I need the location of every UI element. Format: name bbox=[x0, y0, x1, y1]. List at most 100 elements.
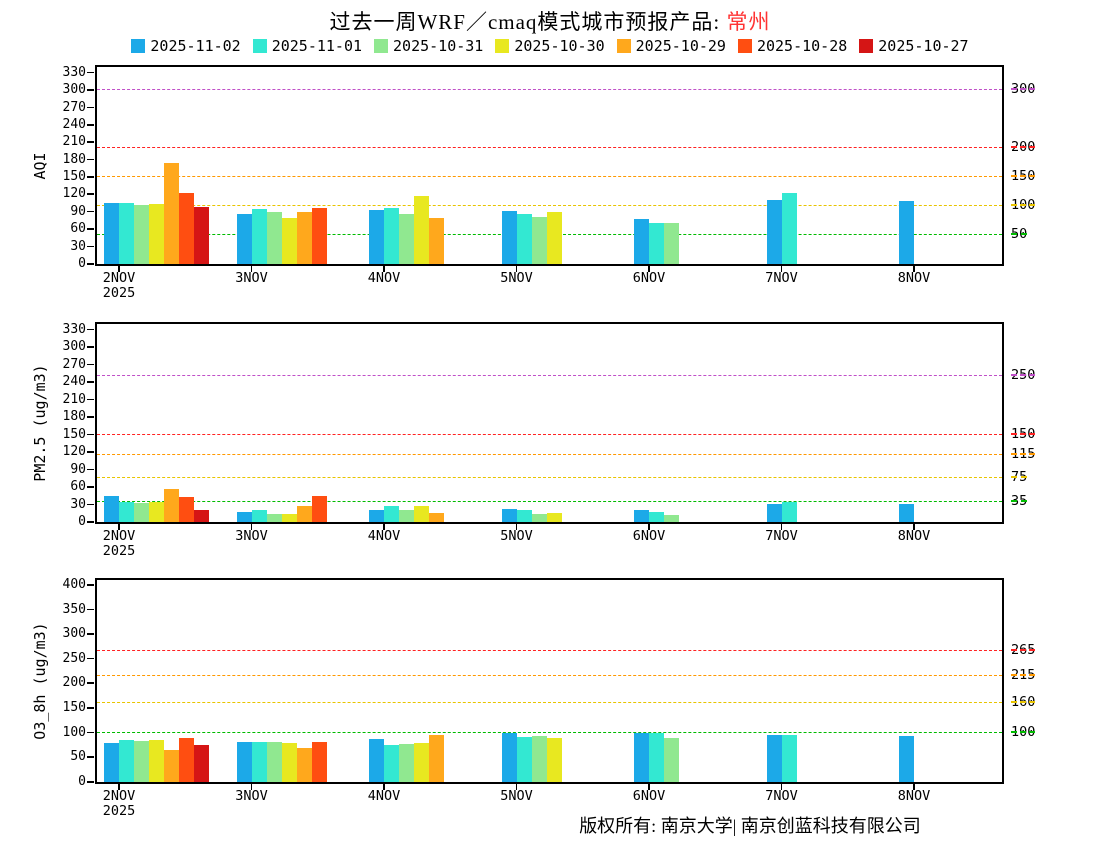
y-tick-mark bbox=[87, 89, 94, 91]
x-tick-label: 3NOV bbox=[235, 270, 268, 286]
legend-item: 2025-10-31 bbox=[374, 37, 483, 55]
bar bbox=[164, 750, 179, 782]
bar bbox=[664, 738, 679, 782]
y-tick-label: 150 bbox=[62, 426, 86, 442]
bar bbox=[649, 512, 664, 522]
y-tick-label: 120 bbox=[62, 186, 86, 202]
bar bbox=[399, 510, 414, 522]
y-tick-label: 100 bbox=[62, 724, 86, 740]
y-tick-label: 150 bbox=[62, 169, 86, 185]
bar bbox=[164, 489, 179, 522]
y-tick-label: 350 bbox=[62, 601, 86, 617]
x-tick-mark bbox=[250, 524, 253, 530]
bar bbox=[281, 218, 297, 264]
bar bbox=[311, 742, 327, 782]
y-tick-label: 90 bbox=[70, 461, 86, 477]
y-tick-mark bbox=[87, 416, 94, 418]
y-tick-label: 180 bbox=[62, 151, 86, 167]
bar bbox=[134, 502, 149, 522]
page-title-text: 过去一周WRF／cmaq模式城市预报产品: bbox=[329, 10, 727, 34]
y-tick-mark bbox=[87, 486, 94, 488]
y-tick-mark bbox=[87, 71, 94, 74]
bar bbox=[251, 742, 267, 782]
bar bbox=[414, 195, 429, 264]
guideline bbox=[97, 702, 1002, 704]
x-year-label: 2025 bbox=[102, 285, 136, 301]
legend-item: 2025-10-27 bbox=[859, 37, 969, 55]
bar bbox=[429, 734, 444, 782]
y-tick-label: 90 bbox=[70, 203, 86, 219]
bar bbox=[649, 223, 664, 264]
y-tick-mark bbox=[87, 583, 94, 586]
y-tick-label: 30 bbox=[70, 496, 86, 512]
y-tick-mark bbox=[87, 158, 94, 161]
guideline-value-label: 100 bbox=[1011, 723, 1036, 740]
x-tick-label: 4NOV bbox=[367, 270, 401, 286]
bar bbox=[516, 214, 532, 264]
x-tick-label: 3NOV bbox=[235, 788, 268, 804]
bar bbox=[781, 502, 797, 522]
bar bbox=[251, 509, 267, 522]
y-tick-mark bbox=[87, 346, 94, 348]
legend-item: 2025-10-28 bbox=[737, 37, 847, 55]
y-tick-mark bbox=[87, 433, 94, 436]
y-tick-label: 210 bbox=[62, 391, 86, 407]
x-tick-mark bbox=[913, 524, 915, 530]
y-tick-mark bbox=[87, 657, 94, 660]
guideline-value-label: 35 bbox=[1011, 492, 1028, 509]
bar bbox=[399, 214, 414, 264]
legend-label: 2025-10-27 bbox=[878, 37, 969, 55]
x-tick-label: 2NOV bbox=[102, 788, 136, 804]
y-tick-mark bbox=[87, 210, 94, 213]
bar bbox=[194, 745, 209, 782]
bar bbox=[149, 204, 164, 264]
guideline bbox=[97, 147, 1002, 149]
bar bbox=[104, 495, 119, 522]
bar bbox=[236, 512, 252, 522]
y-tick-label: 240 bbox=[62, 374, 86, 390]
bar bbox=[766, 734, 782, 782]
guideline bbox=[97, 205, 1002, 207]
y-tick-mark bbox=[87, 176, 94, 178]
bar bbox=[149, 739, 164, 782]
y-tick-label: 50 bbox=[70, 749, 86, 765]
x-tick-mark bbox=[515, 784, 518, 790]
bar bbox=[781, 734, 797, 782]
x-tick-mark bbox=[648, 266, 650, 272]
bar bbox=[546, 211, 562, 264]
legend-label: 2025-10-29 bbox=[635, 37, 726, 55]
y-tick-label: 270 bbox=[62, 356, 86, 372]
bar bbox=[104, 202, 119, 264]
y-tick-mark bbox=[87, 521, 94, 523]
x-tick-mark bbox=[780, 784, 783, 790]
y-tick-mark bbox=[87, 731, 94, 734]
y-tick-label: 300 bbox=[62, 82, 86, 98]
x-tick-label: 7NOV bbox=[765, 788, 798, 804]
guideline-value-label: 150 bbox=[1011, 168, 1036, 185]
bar bbox=[266, 513, 282, 522]
x-tick-label: 4NOV bbox=[367, 788, 401, 804]
y-tick-label: 300 bbox=[62, 339, 86, 355]
bar bbox=[899, 735, 914, 782]
guideline-value-label: 300 bbox=[1011, 81, 1036, 98]
legend-label: 2025-10-30 bbox=[514, 37, 605, 55]
bar bbox=[164, 162, 179, 264]
bar bbox=[429, 217, 444, 264]
guideline-value-label: 75 bbox=[1011, 469, 1028, 486]
y-tick-mark bbox=[87, 608, 94, 611]
bar bbox=[414, 743, 429, 782]
guideline bbox=[97, 477, 1002, 479]
bar bbox=[664, 515, 679, 522]
bar bbox=[634, 510, 649, 522]
bar bbox=[179, 193, 194, 264]
legend-color-swatch bbox=[131, 39, 146, 53]
y-tick-label: 0 bbox=[78, 256, 86, 271]
y-tick-mark bbox=[87, 707, 94, 709]
legend-label: 2025-10-31 bbox=[393, 37, 484, 55]
y-tick-label: 180 bbox=[62, 409, 86, 425]
y-tick-label: 330 bbox=[62, 64, 86, 80]
y-tick-label: 0 bbox=[78, 774, 86, 789]
bar bbox=[179, 738, 194, 782]
y-tick-mark bbox=[87, 193, 94, 196]
